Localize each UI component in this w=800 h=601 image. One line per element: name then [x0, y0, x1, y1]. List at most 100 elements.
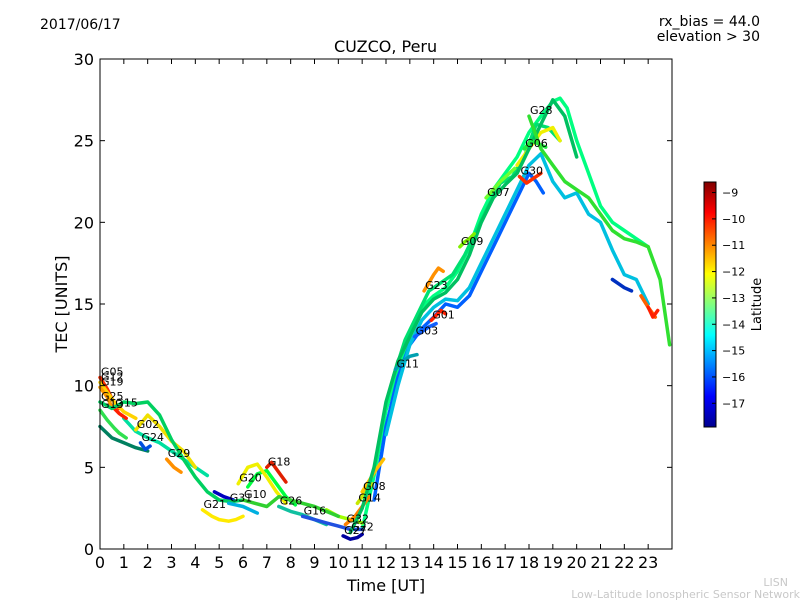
- colorbar-label: Latitude: [750, 278, 765, 332]
- series-label-g31: G31: [230, 491, 253, 504]
- colorbar-tick-label--12: −12: [722, 266, 745, 279]
- y-axis-label: TEC [UNITS]: [52, 256, 71, 354]
- series-g07: [484, 166, 517, 200]
- series-label-g01: G01: [432, 308, 455, 321]
- series-g09: [458, 232, 476, 249]
- satellite-trail-3: [391, 122, 562, 380]
- credit-lisn: LISN: [763, 576, 788, 589]
- series-label-g09: G09: [461, 235, 484, 248]
- series-g06: [522, 138, 548, 151]
- series-label-g24: G24: [142, 431, 165, 444]
- x-tick-label-1: 1: [119, 553, 129, 572]
- x-tick-label-8: 8: [286, 553, 296, 572]
- series-label-g03: G03: [416, 325, 439, 338]
- satellite-trail-2: [384, 151, 650, 437]
- x-tick-label-21: 21: [590, 553, 610, 572]
- series-label-g23: G23: [425, 279, 448, 292]
- series-label-g16: G16: [304, 504, 327, 517]
- y-tick-label-0: 0: [84, 540, 94, 559]
- y-tick-label-20: 20: [74, 213, 94, 232]
- series-label-g27: G27: [344, 524, 367, 537]
- series-g27: [341, 532, 364, 541]
- colorbar-tick-label--14: −14: [722, 318, 745, 331]
- y-tick-label-15: 15: [74, 295, 94, 314]
- series-g20: [236, 462, 288, 506]
- x-tick-label-19: 19: [543, 553, 563, 572]
- series-label-g25: G25: [101, 390, 124, 403]
- series-label-g18: G18: [268, 455, 291, 468]
- series-g31: [226, 501, 260, 515]
- series-g03: [412, 321, 438, 339]
- chart-title: CUZCO, Peru: [334, 37, 438, 56]
- satellite-trail-10: [98, 424, 150, 453]
- x-tick-label-0: 0: [95, 553, 105, 572]
- series-g28: [527, 114, 672, 347]
- series-label-g29: G29: [168, 447, 191, 460]
- x-tick-label-17: 17: [495, 553, 515, 572]
- satellite-trail-0: [360, 96, 650, 532]
- plot-frame: [99, 58, 673, 550]
- series-label-g13: G13: [101, 398, 124, 411]
- x-tick-label-16: 16: [471, 553, 491, 572]
- series-label-g15: G15: [115, 397, 138, 410]
- series-label-g05: G05: [101, 366, 124, 379]
- credit-network: Low-Latitude Ionospheric Sensor Network: [571, 588, 800, 601]
- colorbar-tick-label--15: −15: [722, 345, 745, 358]
- x-tick-label-10: 10: [328, 553, 348, 572]
- series-g23: [422, 266, 445, 293]
- series-label-g07: G07: [487, 186, 510, 199]
- x-tick-label-14: 14: [423, 553, 443, 572]
- series-label-g20: G20: [239, 472, 262, 485]
- y-tick-label-5: 5: [84, 458, 94, 477]
- x-tick-label-23: 23: [638, 553, 658, 572]
- colorbar-tick-label--10: −10: [722, 213, 745, 226]
- series-g21: [200, 508, 245, 523]
- series-g13: [98, 408, 128, 440]
- x-tick-label-11: 11: [352, 553, 372, 572]
- series-label-g02: G02: [137, 418, 160, 431]
- axes-layer: 0 1 2 3 4 5 6 7 8 9 10 11 12 13 14 15 16 17 18 19 20 21 22 2305…: [52, 50, 672, 595]
- series-g02: [134, 413, 198, 470]
- x-tick-label-22: 22: [614, 553, 634, 572]
- colorbar-tick-label--13: −13: [722, 292, 745, 305]
- series-g12: [98, 380, 138, 421]
- series-label-g32: G32: [346, 513, 369, 526]
- x-tick-label-4: 4: [190, 553, 200, 572]
- series-g10: [241, 494, 341, 519]
- series-label-g19: G19: [101, 375, 124, 388]
- x-tick-label-2: 2: [143, 553, 153, 572]
- colorbar-tick-label--11: −11: [722, 239, 745, 252]
- series-label-g10: G10: [244, 488, 267, 501]
- series-g15: [112, 406, 128, 421]
- x-tick-label-20: 20: [566, 553, 586, 572]
- series-g24: [138, 441, 152, 452]
- x-tick-label-5: 5: [214, 553, 224, 572]
- series-label-g21: G21: [203, 498, 226, 511]
- y-tick-label-30: 30: [74, 50, 94, 69]
- satellite-trail-8: [212, 490, 236, 502]
- x-tick-label-9: 9: [309, 553, 319, 572]
- y-tick-label-25: 25: [74, 132, 94, 151]
- colorbar-bar: [703, 181, 717, 428]
- x-axis-label: Time [UT]: [346, 576, 425, 595]
- x-tick-label-13: 13: [400, 553, 420, 572]
- elevation-label: elevation > 30: [656, 29, 760, 45]
- satellite-trail-1: [372, 171, 546, 502]
- series-g11: [393, 352, 419, 372]
- series-label-g11: G11: [397, 357, 420, 370]
- series-label-g22: G22: [351, 521, 374, 534]
- colorbar-tick-label--9: −9: [722, 187, 738, 200]
- series-label-g30: G30: [520, 165, 543, 178]
- series-label-g06: G06: [525, 137, 548, 150]
- series-layer: [98, 96, 672, 541]
- series-g01: [429, 308, 448, 323]
- series-g29: [164, 457, 183, 474]
- series-g30: [517, 171, 543, 185]
- series-label-g08: G08: [363, 480, 386, 493]
- rx-bias-label: rx_bias = 44.0: [658, 14, 760, 30]
- series-label-g26: G26: [280, 495, 303, 508]
- series-g18: [265, 460, 288, 484]
- colorbar: −9 −10 −11 −12 −13 −14 −15 −16 −17 Latitude: [703, 181, 765, 428]
